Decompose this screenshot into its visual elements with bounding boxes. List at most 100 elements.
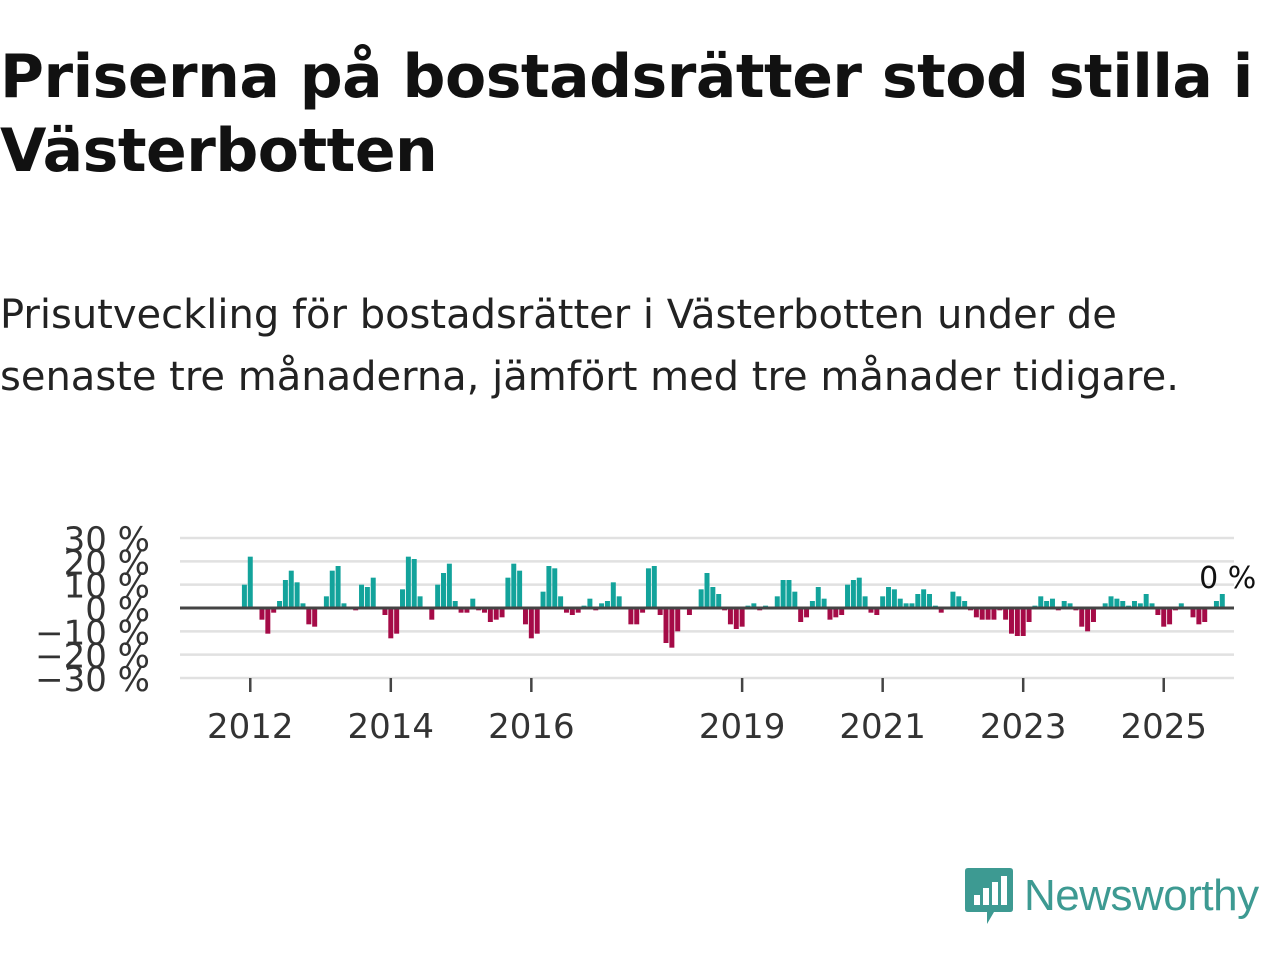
bar [587, 598, 593, 608]
bar [1003, 608, 1009, 620]
bar [259, 608, 265, 620]
bar [417, 596, 423, 608]
bar [839, 608, 845, 615]
bar [634, 608, 640, 625]
bar [733, 608, 739, 629]
bar [1067, 603, 1073, 608]
bar [599, 603, 605, 608]
x-tick-label: 2016 [488, 707, 575, 747]
bar [382, 608, 388, 615]
bar [1061, 601, 1067, 608]
bar [411, 559, 417, 608]
bar [809, 601, 815, 608]
bar [1178, 603, 1184, 608]
bar [985, 608, 991, 620]
bar [675, 608, 681, 632]
bar [540, 591, 546, 608]
bar [265, 608, 271, 634]
bar [534, 608, 540, 634]
bar [487, 608, 493, 622]
bar [563, 608, 569, 613]
last-value-label: 0 % [1199, 561, 1256, 596]
brand-logo: Newsworthy [964, 864, 1259, 928]
bar [886, 587, 892, 608]
x-tick-label: 2019 [699, 707, 786, 747]
bar [710, 587, 716, 608]
bar [271, 608, 277, 613]
bar [552, 568, 558, 608]
x-tick-label: 2023 [980, 707, 1067, 747]
bar [792, 591, 798, 608]
bar [915, 594, 921, 608]
bar [282, 580, 288, 608]
bar [470, 598, 476, 608]
bar [845, 584, 851, 608]
chart-title: Priserna på bostadsrätter stod stilla i … [0, 42, 1253, 186]
bar [1155, 608, 1161, 615]
brand-name: Newsworthy [1024, 871, 1259, 920]
bar [294, 582, 300, 608]
x-tick-label: 2012 [207, 707, 294, 747]
x-tick-label: 2021 [839, 707, 926, 747]
bar [616, 596, 622, 608]
bar [727, 608, 733, 625]
bar [804, 608, 810, 618]
bar [1049, 598, 1055, 608]
bar [312, 608, 318, 627]
bar [441, 573, 446, 608]
bar [1009, 608, 1014, 634]
bar [1131, 601, 1137, 608]
bar [359, 584, 365, 608]
y-tick-label: 10 % [64, 567, 150, 607]
bar [774, 596, 780, 608]
bar [973, 608, 979, 618]
bar [698, 589, 704, 608]
bar [247, 556, 253, 608]
bar [370, 577, 376, 608]
bar [288, 570, 294, 608]
bar [364, 587, 370, 608]
bar [1038, 596, 1044, 608]
bar [669, 608, 675, 648]
bar [640, 608, 646, 613]
bar [868, 608, 874, 613]
bar [956, 596, 962, 608]
bar [405, 556, 411, 608]
x-tick-label: 2014 [348, 707, 435, 747]
bar [827, 608, 833, 620]
bar [1020, 608, 1026, 636]
bar [1167, 608, 1173, 625]
bar [329, 570, 335, 608]
bar [558, 596, 564, 608]
bar [1090, 608, 1096, 622]
bar [394, 608, 400, 634]
bar [511, 563, 517, 608]
bar [979, 608, 985, 620]
bar [780, 580, 786, 608]
bar [452, 601, 458, 608]
bar [517, 570, 523, 608]
bar [991, 608, 997, 620]
bar [499, 608, 505, 618]
bar [493, 608, 499, 620]
bar [1085, 608, 1091, 632]
newsworthy-logo-icon [965, 868, 1013, 924]
bar [241, 584, 247, 608]
bar [300, 603, 306, 608]
bar [528, 608, 534, 639]
bar [716, 594, 722, 608]
y-tick-label: 30 % [64, 520, 150, 560]
bar [1143, 594, 1149, 608]
bar [341, 603, 347, 608]
bar-chart: 30 %20 %10 %0 %−10 %−20 %−30 %2012 2014 20… [35, 520, 1256, 747]
bar [645, 568, 651, 608]
bar [604, 601, 610, 608]
bar [1149, 603, 1155, 608]
bar [686, 608, 692, 615]
bar [306, 608, 312, 625]
bar [1102, 603, 1108, 608]
bar [1161, 608, 1167, 627]
bar [815, 587, 821, 608]
bar [400, 589, 405, 608]
bar [897, 598, 903, 608]
